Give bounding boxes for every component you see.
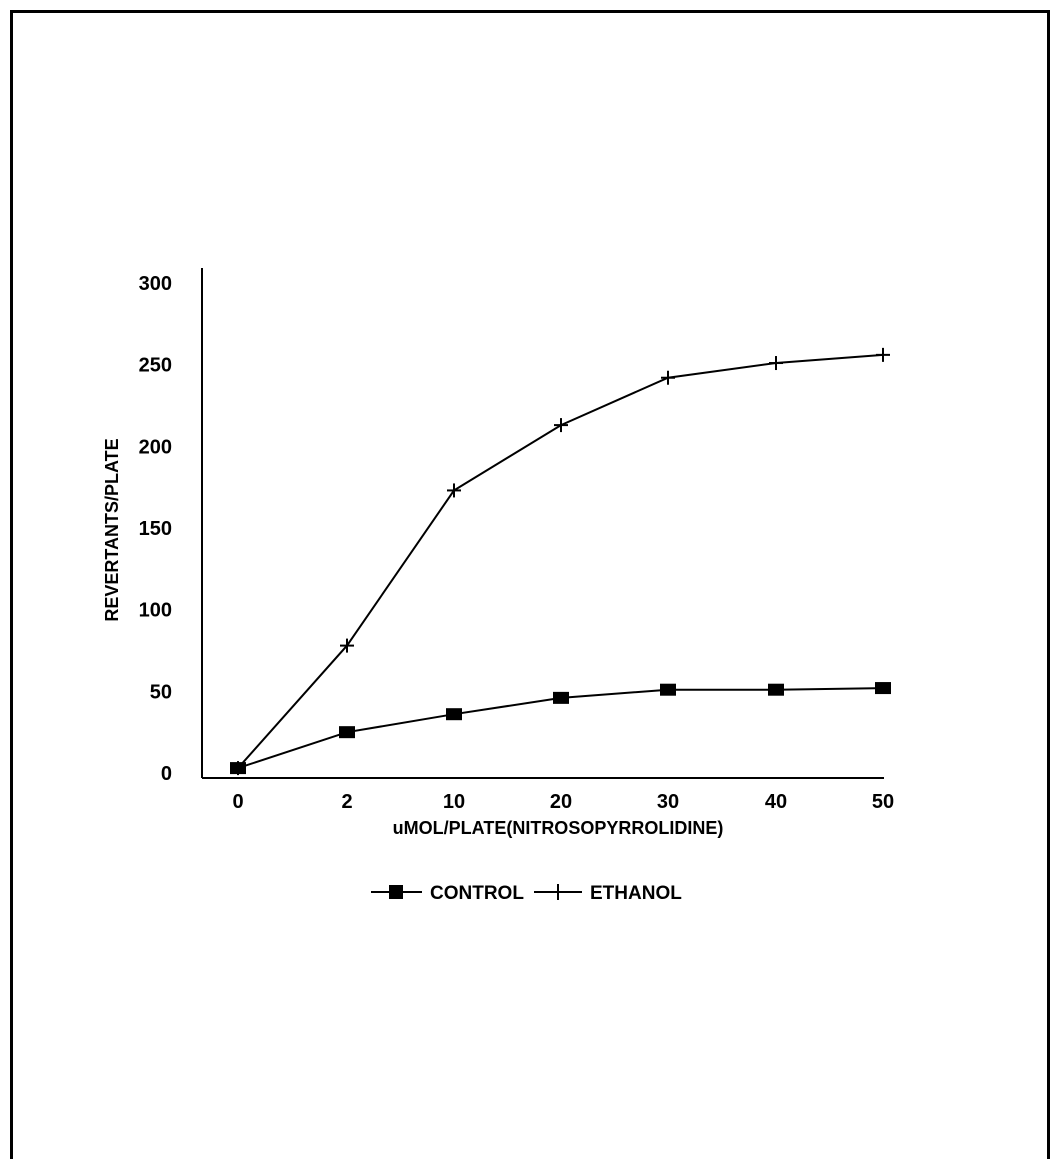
point-ethanol-5 xyxy=(769,356,783,371)
point-ethanol-4 xyxy=(661,370,675,385)
x-tick-label-5: 40 xyxy=(765,791,787,813)
x-tick-label-4: 30 xyxy=(657,791,679,813)
point-ethanol-3 xyxy=(554,418,568,433)
point-control-3 xyxy=(553,691,569,704)
y-tick-label-1: 50 xyxy=(150,681,172,703)
y-tick-label-4: 200 xyxy=(139,436,172,458)
x-tick-label-3: 20 xyxy=(550,791,572,813)
legend-control-marker xyxy=(389,885,403,899)
y-axis-label: REVERTANTS/PLATE xyxy=(102,438,122,621)
point-control-1 xyxy=(339,726,355,739)
point-control-6 xyxy=(875,682,891,695)
legend-ethanol-label: ETHANOL xyxy=(590,883,682,904)
y-tick-label-0: 0 xyxy=(161,763,172,785)
x-axis-label: uMOL/PLATE(NITROSOPYRROLIDINE) xyxy=(393,818,724,838)
point-control-5 xyxy=(768,683,784,696)
point-ethanol-6 xyxy=(876,347,890,362)
x-tick-label-1: 2 xyxy=(341,791,352,813)
point-control-2 xyxy=(446,708,462,721)
x-tick-label-6: 50 xyxy=(872,791,894,813)
y-tick-label-3: 150 xyxy=(139,518,172,540)
legend: CONTROL ETHANOL xyxy=(371,883,682,904)
figure-frame xyxy=(10,10,1050,1159)
x-tick-label-2: 10 xyxy=(443,791,465,813)
legend-control-label: CONTROL xyxy=(430,883,524,904)
point-control-4 xyxy=(660,683,676,696)
y-tick-label-6: 300 xyxy=(139,273,172,295)
x-tick-label-0: 0 xyxy=(232,791,243,813)
y-tick-label-5: 250 xyxy=(139,355,172,377)
point-ethanol-1 xyxy=(340,638,354,653)
point-ethanol-2 xyxy=(447,483,461,498)
y-tick-label-2: 100 xyxy=(139,600,172,622)
point-ethanol-0 xyxy=(231,761,245,776)
series-line-ethanol xyxy=(237,353,884,769)
